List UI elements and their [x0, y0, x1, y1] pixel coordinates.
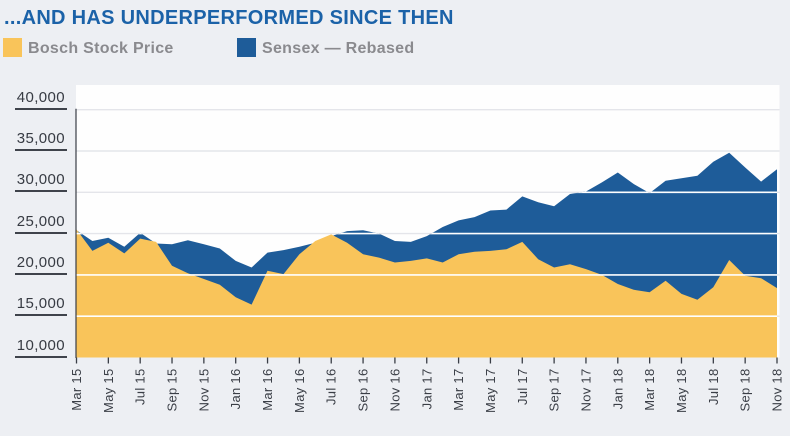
- x-axis-label: Sep 17: [547, 369, 562, 412]
- y-axis-label: 30,000: [14, 172, 67, 193]
- x-axis-label: Sep 16: [356, 369, 371, 412]
- x-axis-label: Jul 18: [706, 369, 721, 406]
- x-axis-label: May 17: [483, 369, 498, 413]
- legend-label-sensex: Sensex — Rebased: [262, 40, 415, 57]
- bosch-area: [76, 229, 777, 358]
- x-axis-label: Nov 17: [579, 369, 594, 412]
- x-axis-label: Jan 16: [228, 369, 243, 410]
- y-axis-label: 35,000: [14, 131, 67, 151]
- x-axis-label: Nov 18: [770, 369, 785, 412]
- x-axis-label: Nov 16: [387, 369, 402, 412]
- x-axis-label: May 18: [674, 369, 689, 413]
- y-axis-label: 20,000: [14, 255, 67, 275]
- legend-label-bosch: Bosch Stock Price: [28, 40, 174, 57]
- x-axis-label: Jul 17: [515, 369, 530, 406]
- x-axis-label: Jul 15: [133, 369, 148, 406]
- x-axis-label: May 16: [292, 369, 307, 413]
- x-axis-label: Mar 15: [69, 369, 84, 411]
- x-axis-label: May 15: [101, 369, 116, 413]
- x-axis-label: Mar 18: [642, 369, 657, 411]
- x-axis-label: Mar 17: [451, 369, 466, 411]
- x-axis-labels: Mar 15 May 15 Jul 15 Sep 15 Nov 15 Jan 16 Mar …: [69, 369, 785, 413]
- legend-swatch-sensex: [237, 38, 256, 57]
- x-axis-label: Jul 16: [324, 369, 339, 406]
- x-axis-ticks: [75, 357, 778, 364]
- x-axis-label: Jan 17: [419, 369, 434, 410]
- x-axis-label: Nov 15: [196, 369, 211, 412]
- x-axis-label: Jan 18: [610, 369, 625, 410]
- x-axis-label: Sep 18: [738, 369, 753, 412]
- y-axis-label: 40,000: [14, 90, 67, 110]
- legend: Bosch Stock Price Sensex — Rebased: [0, 0, 790, 60]
- y-axis-label: 25,000: [14, 214, 67, 234]
- y-axis-label: 10,000: [14, 338, 67, 358]
- x-axis-label: Mar 16: [260, 369, 275, 411]
- chart-title: ...AND HAS UNDERPERFORMED SINCE THEN: [4, 7, 454, 29]
- y-axis-label: 15,000: [14, 296, 67, 317]
- legend-swatch-bosch: [3, 38, 22, 57]
- x-axis-label: Sep 15: [165, 369, 180, 412]
